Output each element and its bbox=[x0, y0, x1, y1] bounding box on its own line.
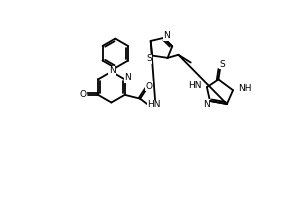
Text: O: O bbox=[80, 90, 87, 99]
Text: O: O bbox=[146, 82, 153, 91]
Text: S: S bbox=[219, 60, 225, 69]
Text: HN: HN bbox=[147, 100, 161, 109]
Text: N: N bbox=[109, 66, 116, 75]
Text: N: N bbox=[164, 31, 170, 40]
Text: HN: HN bbox=[188, 81, 202, 90]
Text: NH: NH bbox=[238, 84, 252, 93]
Text: N: N bbox=[124, 73, 131, 82]
Text: S: S bbox=[146, 54, 152, 63]
Text: N: N bbox=[203, 100, 209, 109]
